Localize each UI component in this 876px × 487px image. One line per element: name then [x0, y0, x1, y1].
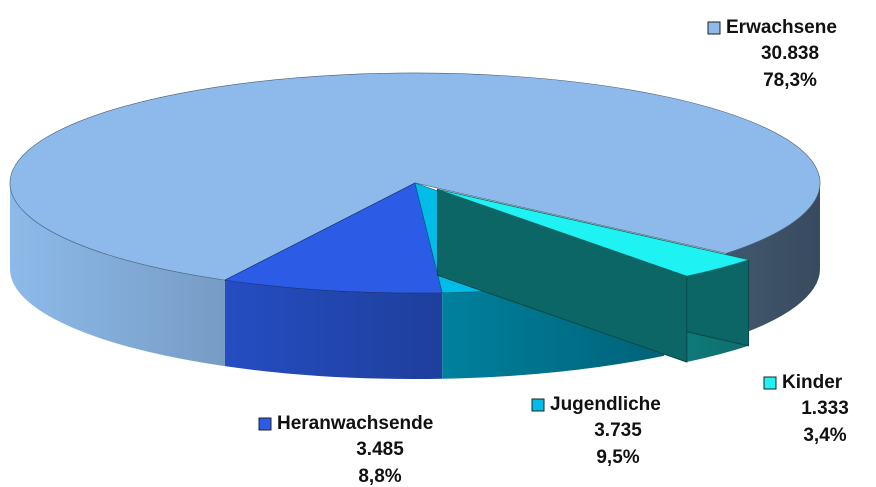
legend-swatch: [763, 376, 777, 390]
slice-label: Heranwachsende: [277, 413, 433, 434]
slice-label: Erwachsene: [726, 17, 837, 38]
slice: [437, 189, 750, 277]
legend-swatch: [531, 398, 545, 412]
value-label: 3.735: [594, 420, 642, 441]
share-label: 3,4%: [803, 425, 846, 446]
legend-swatch: [258, 417, 272, 431]
slice: [9, 72, 821, 281]
slice-side: [10, 183, 225, 367]
slice-side: [224, 280, 443, 379]
legend-swatch: [707, 21, 721, 35]
share-label: 8,8%: [358, 466, 401, 487]
share-label: 9,5%: [596, 447, 639, 468]
slice-label: Kinder: [782, 372, 843, 393]
value-label: 3.485: [356, 439, 404, 460]
slice-side: [726, 183, 820, 340]
share-label: 78,3%: [763, 70, 817, 91]
value-label: 30.838: [761, 43, 819, 64]
slice: [223, 182, 443, 294]
value-label: 1.333: [801, 398, 849, 419]
slice-label: Jugendliche: [550, 394, 661, 415]
